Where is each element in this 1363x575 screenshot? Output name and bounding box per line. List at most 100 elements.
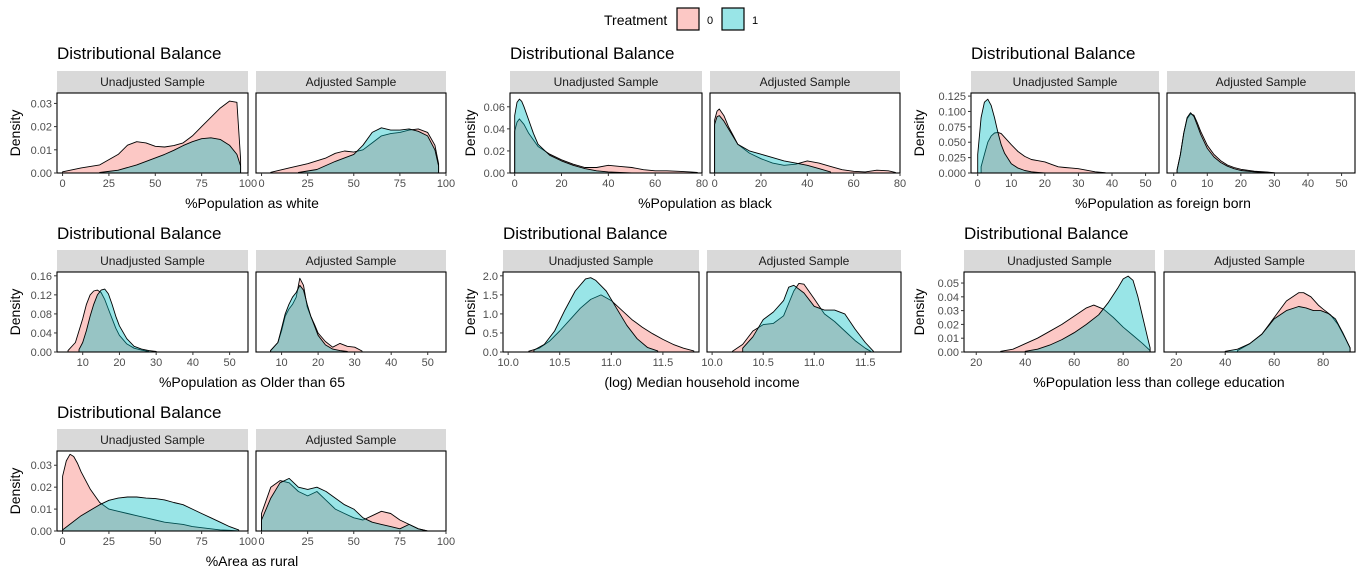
density-area-treatment-0 [62,100,242,173]
facet-strip-label: Adjusted Sample [1216,75,1307,89]
x-tick-label: 11.5 [855,357,876,369]
y-tick-label: 0.5 [483,328,498,340]
facet-strip-label: Unadjusted Sample [554,75,659,89]
y-tick-label: 0.075 [938,122,966,134]
facet-strip [1167,71,1355,93]
x-tick-label: 11.0 [601,357,622,369]
density-area-treatment-1 [1224,306,1351,352]
x-tick-label: 10 [275,357,287,369]
density-area-treatment-1 [1024,275,1151,352]
density-area-treatment-1 [742,284,874,352]
density-area-treatment-1 [78,288,157,352]
facet-1: Adjusted Sample 0 25 50 75 100 [255,429,455,548]
x-tick-label: 75 [394,536,406,548]
x-tick-label: 0 [60,536,66,548]
y-tick-label: 0.01 [31,504,52,516]
density-area-treatment-0 [714,108,896,173]
panel-border [509,92,703,174]
x-tick-label: 25 [302,536,314,548]
chart-title: Distributional Balance [503,224,667,243]
facet-0: Unadjusted Sample 0 10 20 30 40 50 0.000 0.025 0.… [938,71,1160,190]
density-area-treatment-0 [1000,304,1151,352]
x-tick-label: 10.0 [701,357,722,369]
y-axis-label: Density [7,468,23,515]
y-tick-label: 0.04 [484,124,505,136]
density-area-treatment-1 [261,477,429,531]
y-axis-label: Density [462,289,478,336]
x-tick-label: 0 [512,178,518,190]
density-areas [1000,275,1151,352]
x-axis-label: %Population less than college education [1033,374,1284,390]
chart-title: Distributional Balance [57,224,221,243]
density-areas [977,98,1106,173]
facet-0: Unadjusted Sample 0 25 50 75 100 0.00 0.01 0.02 0… [31,71,257,190]
panel-border [963,271,1156,353]
legend-title: Treatment [604,12,667,28]
x-tick-label: 0 [1171,178,1177,190]
y-tick-label: 0.02 [938,319,959,331]
density-area-treatment-1 [977,98,1046,173]
x-axis-label: (log) Median household income [604,374,800,390]
density-areas [1224,292,1351,352]
x-tick-label: 40 [385,357,397,369]
facet-0: Unadjusted Sample 0 20 40 60 80 0.00 0.02 0.04 0.… [484,71,708,190]
facet-1: Adjusted Sample 0 25 50 75 100 [255,71,455,190]
chart-1: Distributional Balance %Population as bla… [462,44,906,211]
x-tick-label: 10 [1005,178,1017,190]
y-tick-label: 1.5 [483,290,498,302]
x-tick-label: 75 [196,536,208,548]
x-tick-label: 100 [437,536,455,548]
facet-1: Adjusted Sample 0 20 40 60 80 [709,71,906,190]
facet-strip-label: Unadjusted Sample [100,254,205,268]
density-areas [714,108,896,173]
density-areas [528,277,695,352]
legend-label-1: 1 [752,15,758,27]
y-tick-label: 0.00 [31,526,52,538]
chart-0: Distributional Balance %Population as whi… [7,44,455,211]
x-tick-label: 0 [975,178,981,190]
density-area-treatment-1 [533,277,659,352]
x-axis-label: %Population as white [185,195,319,211]
y-tick-label: 1.0 [483,309,498,321]
x-tick-label: 75 [394,178,406,190]
facet-strip-label: Adjusted Sample [306,75,397,89]
facet-1: Adjusted Sample 10.0 10.5 11.0 11.5 [701,250,902,369]
y-axis-label: Density [911,289,927,336]
x-axis-label: %Area as rural [206,553,299,569]
facet-strip [57,71,248,93]
facet-1: Adjusted Sample 0 10 20 30 40 50 [1166,71,1356,190]
x-tick-label: 50 [149,178,161,190]
density-area-treatment-1 [270,284,348,352]
x-tick-label: 10.0 [497,357,518,369]
panel-border [1163,271,1356,353]
y-tick-label: 0.00 [938,347,959,359]
density-area-treatment-0 [980,131,1106,173]
x-tick-label: 80 [1117,357,1129,369]
chart-title: Distributional Balance [57,403,221,422]
x-tick-label: 60 [1268,357,1280,369]
density-area-treatment-0 [67,289,150,352]
x-tick-label: 10.5 [752,357,773,369]
x-tick-label: 50 [422,357,434,369]
x-tick-label: 80 [894,178,906,190]
facet-strip-label: Unadjusted Sample [549,254,654,268]
legend-key-0 [676,7,700,31]
x-tick-label: 25 [302,178,314,190]
density-area-treatment-1 [714,115,831,173]
facet-strip-label: Adjusted Sample [306,254,397,268]
x-tick-label: 11.5 [653,357,674,369]
x-tick-label: 80 [696,178,708,190]
facet-strip [964,250,1155,272]
x-tick-label: 50 [348,178,360,190]
x-tick-label: 100 [239,178,257,190]
facet-strip-label: Adjusted Sample [306,433,397,447]
x-tick-label: 30 [1268,178,1280,190]
facet-0: Unadjusted Sample 0 25 50 75 100 0.00 0.01 0.02 0… [31,429,257,548]
y-tick-label: 0.00 [31,168,52,180]
facet-strip [256,250,446,272]
y-tick-label: 0.01 [938,333,959,345]
y-tick-label: 0.0 [483,347,498,359]
x-tick-label: 100 [437,178,455,190]
x-tick-label: 80 [1317,357,1329,369]
